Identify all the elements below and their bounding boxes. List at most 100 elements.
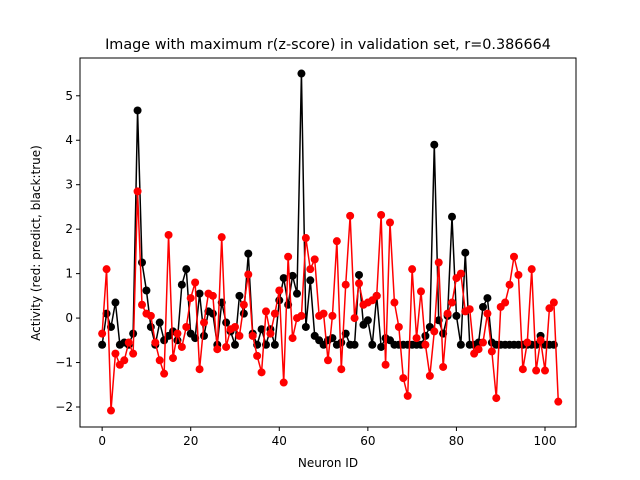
- series-1-point: [284, 252, 293, 261]
- series-0-point: [155, 318, 164, 327]
- series-0-point: [257, 325, 266, 334]
- y-axis-title: Activity (red: predict, black:true): [29, 145, 43, 341]
- series-1-point: [527, 265, 536, 274]
- series-1-point: [138, 300, 146, 309]
- series-1-point: [536, 336, 545, 345]
- series-1-point: [425, 371, 434, 380]
- x-tick-label: 80: [449, 434, 464, 448]
- series-0-point: [142, 286, 151, 295]
- series-0-point: [337, 338, 346, 347]
- series-1-point: [514, 270, 523, 279]
- series-1-point: [394, 322, 403, 331]
- series-1-point: [430, 327, 439, 336]
- x-tick-label: 60: [360, 434, 375, 448]
- series-0-point: [195, 289, 204, 298]
- axes-frame: [79, 57, 577, 428]
- series-0-point: [200, 331, 208, 340]
- series-1-point: [332, 237, 341, 246]
- series-1-point: [456, 269, 465, 278]
- series-1-point: [160, 369, 169, 378]
- series-1-point: [248, 331, 257, 340]
- series-1-point: [262, 307, 270, 316]
- series-1-point: [377, 210, 386, 219]
- x-tick-label: 20: [183, 434, 198, 448]
- series-1-point: [279, 378, 288, 387]
- series-1-point: [107, 406, 115, 415]
- series-1-point: [231, 322, 239, 331]
- series-1-point: [266, 329, 275, 338]
- series-1-point: [151, 338, 160, 347]
- series-1-point: [554, 397, 563, 406]
- series-0-point: [483, 294, 492, 303]
- series-1-point: [350, 314, 359, 323]
- series-0-point: [288, 271, 297, 280]
- series-1-point: [510, 252, 518, 261]
- series-1-point: [518, 365, 527, 374]
- series-1-point: [208, 291, 217, 300]
- series-1-point: [288, 334, 297, 343]
- series-1-point: [244, 270, 253, 279]
- series-0-point: [208, 309, 217, 318]
- series-1-point: [346, 211, 355, 220]
- series-1-point: [98, 329, 107, 338]
- series-1-point: [270, 309, 279, 318]
- plot-area: 0 20 40 60 80 100 −2 −1 0 1 2 3 4 5: [55, 57, 577, 448]
- y-tick-label: 0: [65, 311, 73, 325]
- series-0-point: [133, 106, 142, 115]
- series-1-point: [474, 345, 483, 354]
- series-1-point: [222, 342, 231, 351]
- x-tick-label: 40: [272, 434, 287, 448]
- series-0-point: [111, 298, 120, 307]
- series-0-point: [479, 302, 487, 311]
- y-tick-label: 4: [65, 133, 73, 147]
- series-1-point: [120, 356, 129, 365]
- series-1-point: [200, 318, 208, 327]
- series-1-point: [549, 298, 558, 307]
- series-1-point: [532, 366, 541, 375]
- series-1-point: [182, 322, 191, 331]
- series-0-point: [98, 340, 107, 349]
- series-1-point: [541, 366, 549, 375]
- y-tick-label: 1: [65, 267, 73, 281]
- series-0-point: [279, 274, 288, 283]
- series-1-point: [173, 329, 182, 338]
- series-1-point: [306, 265, 315, 274]
- series-0-point: [363, 316, 372, 325]
- series-1-point: [465, 305, 474, 314]
- series-0-point: [239, 309, 248, 318]
- series-1-point: [408, 265, 417, 274]
- series-1-point: [111, 349, 120, 358]
- series-1-point: [102, 265, 111, 274]
- series-1-point: [169, 354, 177, 363]
- series-0-point: [452, 311, 461, 320]
- y-tick-label: 3: [65, 178, 73, 192]
- series-1-point: [337, 365, 346, 374]
- series-1-point: [434, 258, 443, 267]
- series-1-point: [355, 279, 363, 288]
- x-tick-label: 100: [534, 434, 557, 448]
- series-0-point: [377, 342, 386, 351]
- series-0-point: [138, 258, 146, 267]
- series-1-point: [297, 311, 306, 320]
- series-1-point: [483, 309, 492, 318]
- series-1-point: [487, 347, 496, 356]
- series-1-point: [417, 287, 425, 296]
- series-1-point: [155, 356, 164, 365]
- y-tick-label: 2: [65, 222, 73, 236]
- series-1-point: [217, 233, 226, 242]
- series-1-point: [403, 391, 412, 400]
- series-1-point: [275, 286, 284, 295]
- series-1-point: [372, 291, 381, 300]
- series-1-point: [213, 345, 222, 354]
- y-tick-label: −1: [55, 356, 73, 370]
- series-1-point: [341, 280, 350, 289]
- series-0-point: [448, 212, 456, 221]
- series-1-point: [129, 349, 138, 358]
- series-1-point: [421, 340, 430, 349]
- series-1-point: [386, 218, 394, 227]
- series-1-point: [235, 331, 244, 340]
- series-1-point: [523, 338, 532, 347]
- series-1-point: [324, 356, 332, 365]
- series-0-point: [355, 270, 363, 279]
